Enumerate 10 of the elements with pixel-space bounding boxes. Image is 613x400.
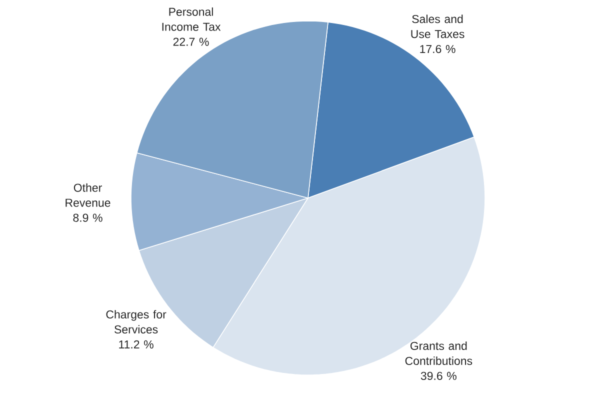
data-label: 39.6 % bbox=[420, 372, 456, 380]
data-label: 17.6 % bbox=[420, 44, 456, 54]
slice-label: Grants and Contributions bbox=[405, 342, 472, 365]
slice-label: Sales and Use Taxes bbox=[411, 14, 464, 38]
slice-label: Charges for Services bbox=[106, 310, 166, 334]
data-label: 11.2 % bbox=[119, 340, 154, 348]
data-label: 22.7 % bbox=[173, 38, 209, 46]
slice-label: Other Revenue bbox=[66, 183, 110, 207]
slice-label: Personal Income Tax bbox=[162, 7, 221, 31]
data-label: 8.9 % bbox=[73, 214, 102, 222]
